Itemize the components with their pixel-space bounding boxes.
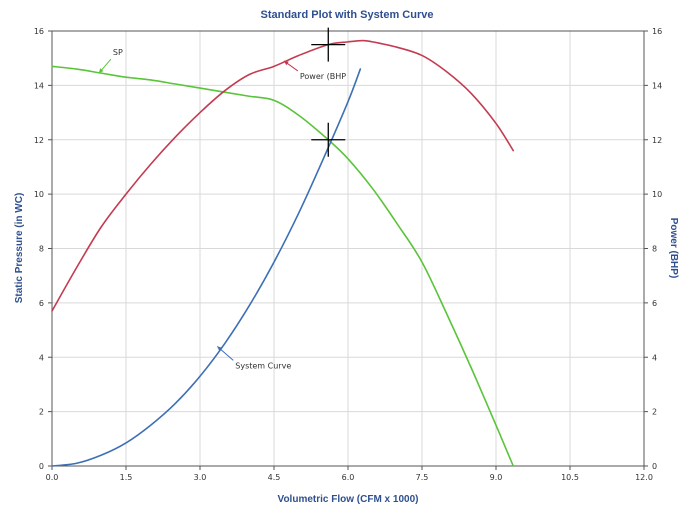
y2-tick-label: 8 [652,245,657,254]
chart-title: Standard Plot with System Curve [261,9,434,21]
series-line-sp [51,65,515,467]
y-tick-label: 12 [34,136,44,145]
markers-group [311,27,346,157]
annotation-arrowhead [217,346,223,351]
y-tick-label: 8 [39,245,44,254]
annotation-arrowhead [283,60,289,66]
series-group [51,39,515,467]
annotation-system-curve: System Curve [216,345,291,370]
annotation-power-bhp: Power (BHP [283,60,346,81]
x-tick-label: 3.0 [194,473,207,482]
grid [51,30,645,467]
series-line-power-bhp [51,39,515,312]
x-tick-label: 4.5 [268,473,281,482]
y-tick-label: 4 [39,353,44,362]
series-line-system-curve [51,68,362,467]
crosshair-marker [311,122,346,157]
x-axis-ticks: 0.0 1.5 3.0 4.5 6.0 7.5 9.0 10.5 12.0 [46,466,653,482]
crosshair-marker [311,27,346,62]
annotations-group: SP Power (BHP System Curve [98,48,346,370]
y-tick-label: 6 [39,299,44,308]
y2-tick-label: 16 [652,27,662,36]
x-tick-label: 9.0 [490,473,503,482]
annotation-arrowhead [98,68,104,74]
y-tick-label: 14 [34,81,44,90]
x-tick-label: 1.5 [120,473,133,482]
x-tick-label: 7.5 [416,473,429,482]
y-axis-ticks: 0 2 4 6 8 10 12 14 16 [34,27,52,471]
y2-tick-label: 2 [652,408,657,417]
y2-tick-label: 6 [652,299,657,308]
y-tick-label: 2 [39,408,44,417]
y2-tick-label: 0 [652,462,657,471]
y2-axis-label: Power (BHP) [668,218,679,279]
y2-tick-label: 12 [652,136,662,145]
annotation-label: System Curve [235,361,291,370]
y-tick-label: 10 [34,190,44,199]
x-axis-label: Volumetric Flow (CFM x 1000) [278,494,419,505]
y-tick-label: 0 [39,462,44,471]
y2-tick-label: 4 [652,353,657,362]
y-axis-label: Static Pressure (in WC) [14,193,25,304]
y2-axis-ticks: 0 2 4 6 8 10 12 14 16 [644,27,662,471]
y2-tick-label: 10 [652,190,662,199]
x-tick-label: 6.0 [342,473,355,482]
y2-tick-label: 14 [652,81,662,90]
annotation-sp: SP [98,48,123,74]
y-tick-label: 16 [34,27,44,36]
x-tick-label: 12.0 [635,473,653,482]
x-tick-label: 0.0 [46,473,59,482]
x-tick-label: 10.5 [561,473,579,482]
annotation-label: Power (BHP [300,72,346,81]
annotation-label: SP [113,48,123,57]
